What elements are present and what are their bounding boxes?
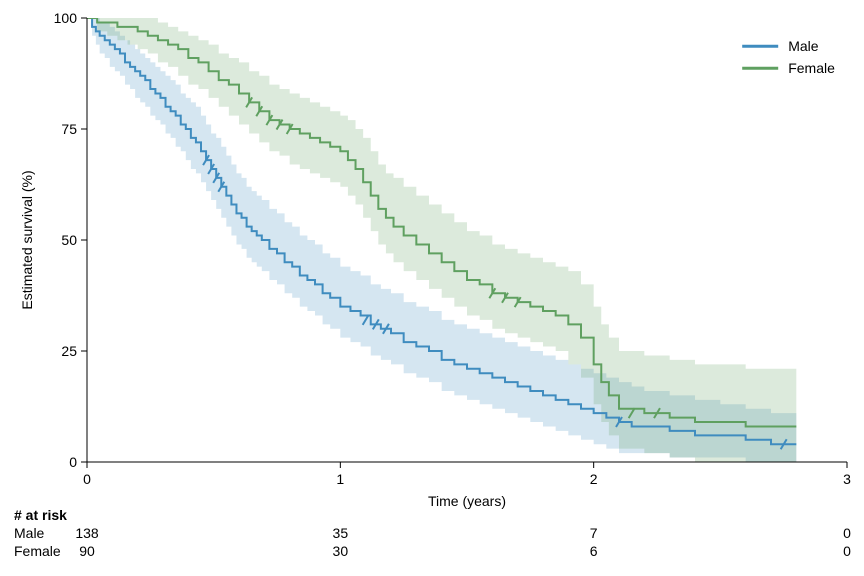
legend-label: Male <box>788 38 819 54</box>
risk-table-title: # at risk <box>14 507 67 523</box>
legend-label: Female <box>788 60 835 76</box>
risk-value: 30 <box>333 543 349 559</box>
y-tick-label: 25 <box>61 343 77 359</box>
risk-value: 35 <box>333 525 349 541</box>
risk-value: 7 <box>590 525 598 541</box>
km-chart-svg: 01230255075100Time (years)Estimated surv… <box>0 0 864 576</box>
risk-value: 90 <box>79 543 95 559</box>
risk-value: 0 <box>843 543 851 559</box>
x-tick-label: 0 <box>83 471 91 487</box>
x-tick-label: 1 <box>336 471 344 487</box>
risk-value: 0 <box>843 525 851 541</box>
risk-row-label: Female <box>14 543 61 559</box>
risk-value: 138 <box>75 525 99 541</box>
x-tick-label: 2 <box>590 471 598 487</box>
y-tick-label: 50 <box>61 232 77 248</box>
y-axis-label: Estimated survival (%) <box>19 170 35 309</box>
x-tick-label: 3 <box>843 471 851 487</box>
y-tick-label: 100 <box>54 10 78 26</box>
y-tick-label: 0 <box>69 454 77 470</box>
risk-row-label: Male <box>14 525 45 541</box>
km-chart-container: 01230255075100Time (years)Estimated surv… <box>0 0 864 576</box>
risk-value: 6 <box>590 543 598 559</box>
x-axis-label: Time (years) <box>428 493 506 509</box>
y-tick-label: 75 <box>61 121 77 137</box>
